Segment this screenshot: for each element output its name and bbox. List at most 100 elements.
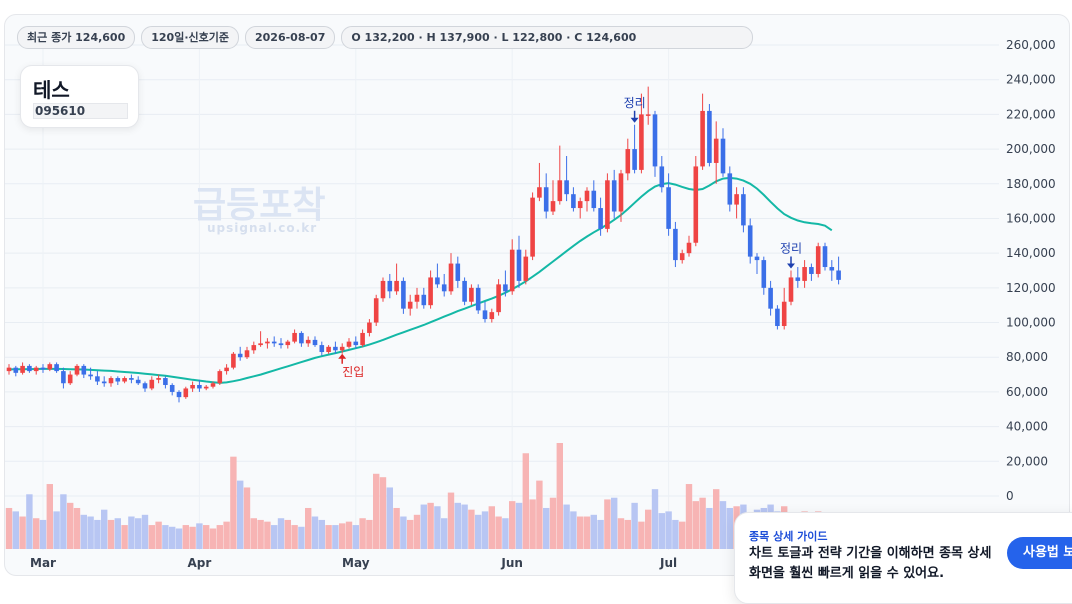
volume-bar [679, 521, 686, 549]
candle-body [414, 294, 420, 302]
sell-label: 정리 [780, 242, 802, 256]
volume-bar [604, 499, 611, 549]
candle-body [795, 277, 801, 281]
volume-bar [359, 518, 366, 549]
volume-bar [121, 525, 128, 549]
candle-body [713, 138, 719, 163]
candle-body [61, 371, 66, 384]
candle-body [40, 367, 46, 370]
volume-bar [536, 480, 543, 549]
candle-body [346, 341, 352, 347]
candle-body [530, 197, 535, 257]
candle-body [305, 339, 311, 344]
volume-bar [114, 518, 121, 549]
candle-body [95, 376, 100, 382]
volume-bar [60, 494, 67, 549]
volume-bar [556, 443, 563, 549]
volume-bar [135, 518, 142, 549]
volume-bar [645, 509, 652, 549]
volume-bar [325, 525, 332, 549]
candle-body [156, 378, 161, 380]
candle-body [394, 280, 399, 292]
candle-body [557, 180, 563, 202]
volume-bar [318, 519, 325, 549]
candle-body [33, 367, 39, 372]
volume-bar [33, 518, 40, 549]
volume-bar [243, 487, 251, 549]
volume-bar [672, 519, 679, 549]
volume-bar [53, 511, 60, 549]
candle-body [469, 287, 474, 302]
axes: 260,000 240,000 220,000 200,000 180,000 160,0… [30, 38, 1056, 570]
candle-body [666, 187, 671, 229]
candle-body [319, 345, 325, 353]
y-tick-label: 200,000 [1006, 142, 1056, 156]
candle-body [503, 284, 508, 292]
volume-bar [583, 516, 591, 549]
volume-bar [617, 518, 625, 549]
candle-body [20, 365, 25, 373]
candle-body [237, 353, 243, 358]
candle-body [761, 260, 767, 288]
volume-bar [393, 507, 400, 549]
y-tick-label: 0 [1006, 489, 1014, 503]
candle-body [700, 110, 705, 167]
candle-body [387, 280, 393, 292]
candle-body [360, 332, 365, 346]
candle-body [523, 256, 529, 281]
volume-bar [223, 521, 230, 549]
candle-body [720, 138, 726, 174]
volume-bar [26, 494, 33, 549]
volume-bar [209, 528, 217, 549]
volume-bar [509, 501, 516, 549]
candle-body [639, 114, 644, 170]
candle-body [373, 298, 379, 323]
x-tick-label: Jul [659, 556, 677, 570]
candle-body [428, 277, 433, 306]
candle-body [788, 277, 794, 302]
candle-body [271, 341, 277, 344]
y-tick-label: 20,000 [1006, 454, 1048, 468]
volume-bar [128, 516, 135, 549]
candle-body [781, 301, 787, 327]
x-tick-label: May [342, 556, 370, 570]
volume-bar [570, 511, 577, 549]
volume-bar [488, 506, 495, 549]
candle-body [197, 384, 202, 389]
watermark-url: upsignal.co.kr [207, 221, 318, 235]
volume-bar [638, 521, 645, 549]
candle-body [441, 284, 447, 292]
candle-body [489, 312, 495, 320]
volume-bar [94, 519, 101, 549]
volume-bar [719, 501, 727, 549]
y-tick-label: 60,000 [1006, 385, 1048, 399]
stock-code: 095610 [33, 103, 128, 119]
sell-arrow-head [630, 117, 639, 123]
ma-line [8, 176, 833, 384]
volume-bar [726, 507, 733, 549]
chart-area[interactable]: 진입 정리 정리 260,000 240,000 220,000 200,000 180,0… [4, 14, 1070, 576]
candle-body [741, 194, 746, 226]
candle-body [231, 353, 236, 368]
volume-bar [339, 523, 346, 549]
candle-body [129, 378, 134, 380]
volume-bar [311, 516, 319, 549]
candle-body [775, 308, 780, 327]
stock-card: 테스 095610 [20, 65, 139, 128]
candle-body [482, 310, 488, 320]
volume-bar [624, 519, 631, 549]
candle-body [611, 180, 617, 212]
candle-body [244, 350, 250, 358]
guide-button[interactable]: 사용법 보기 [1007, 537, 1072, 569]
candle-body [47, 364, 53, 370]
moving-average [8, 176, 833, 384]
candle-body [652, 114, 658, 167]
candle-body [312, 339, 318, 346]
candle-body [203, 386, 209, 389]
candle-body [13, 367, 19, 373]
volume-bar [529, 499, 536, 549]
volume-bar [141, 514, 149, 549]
volume-bar [515, 502, 523, 549]
y-tick-label: 260,000 [1006, 38, 1056, 52]
